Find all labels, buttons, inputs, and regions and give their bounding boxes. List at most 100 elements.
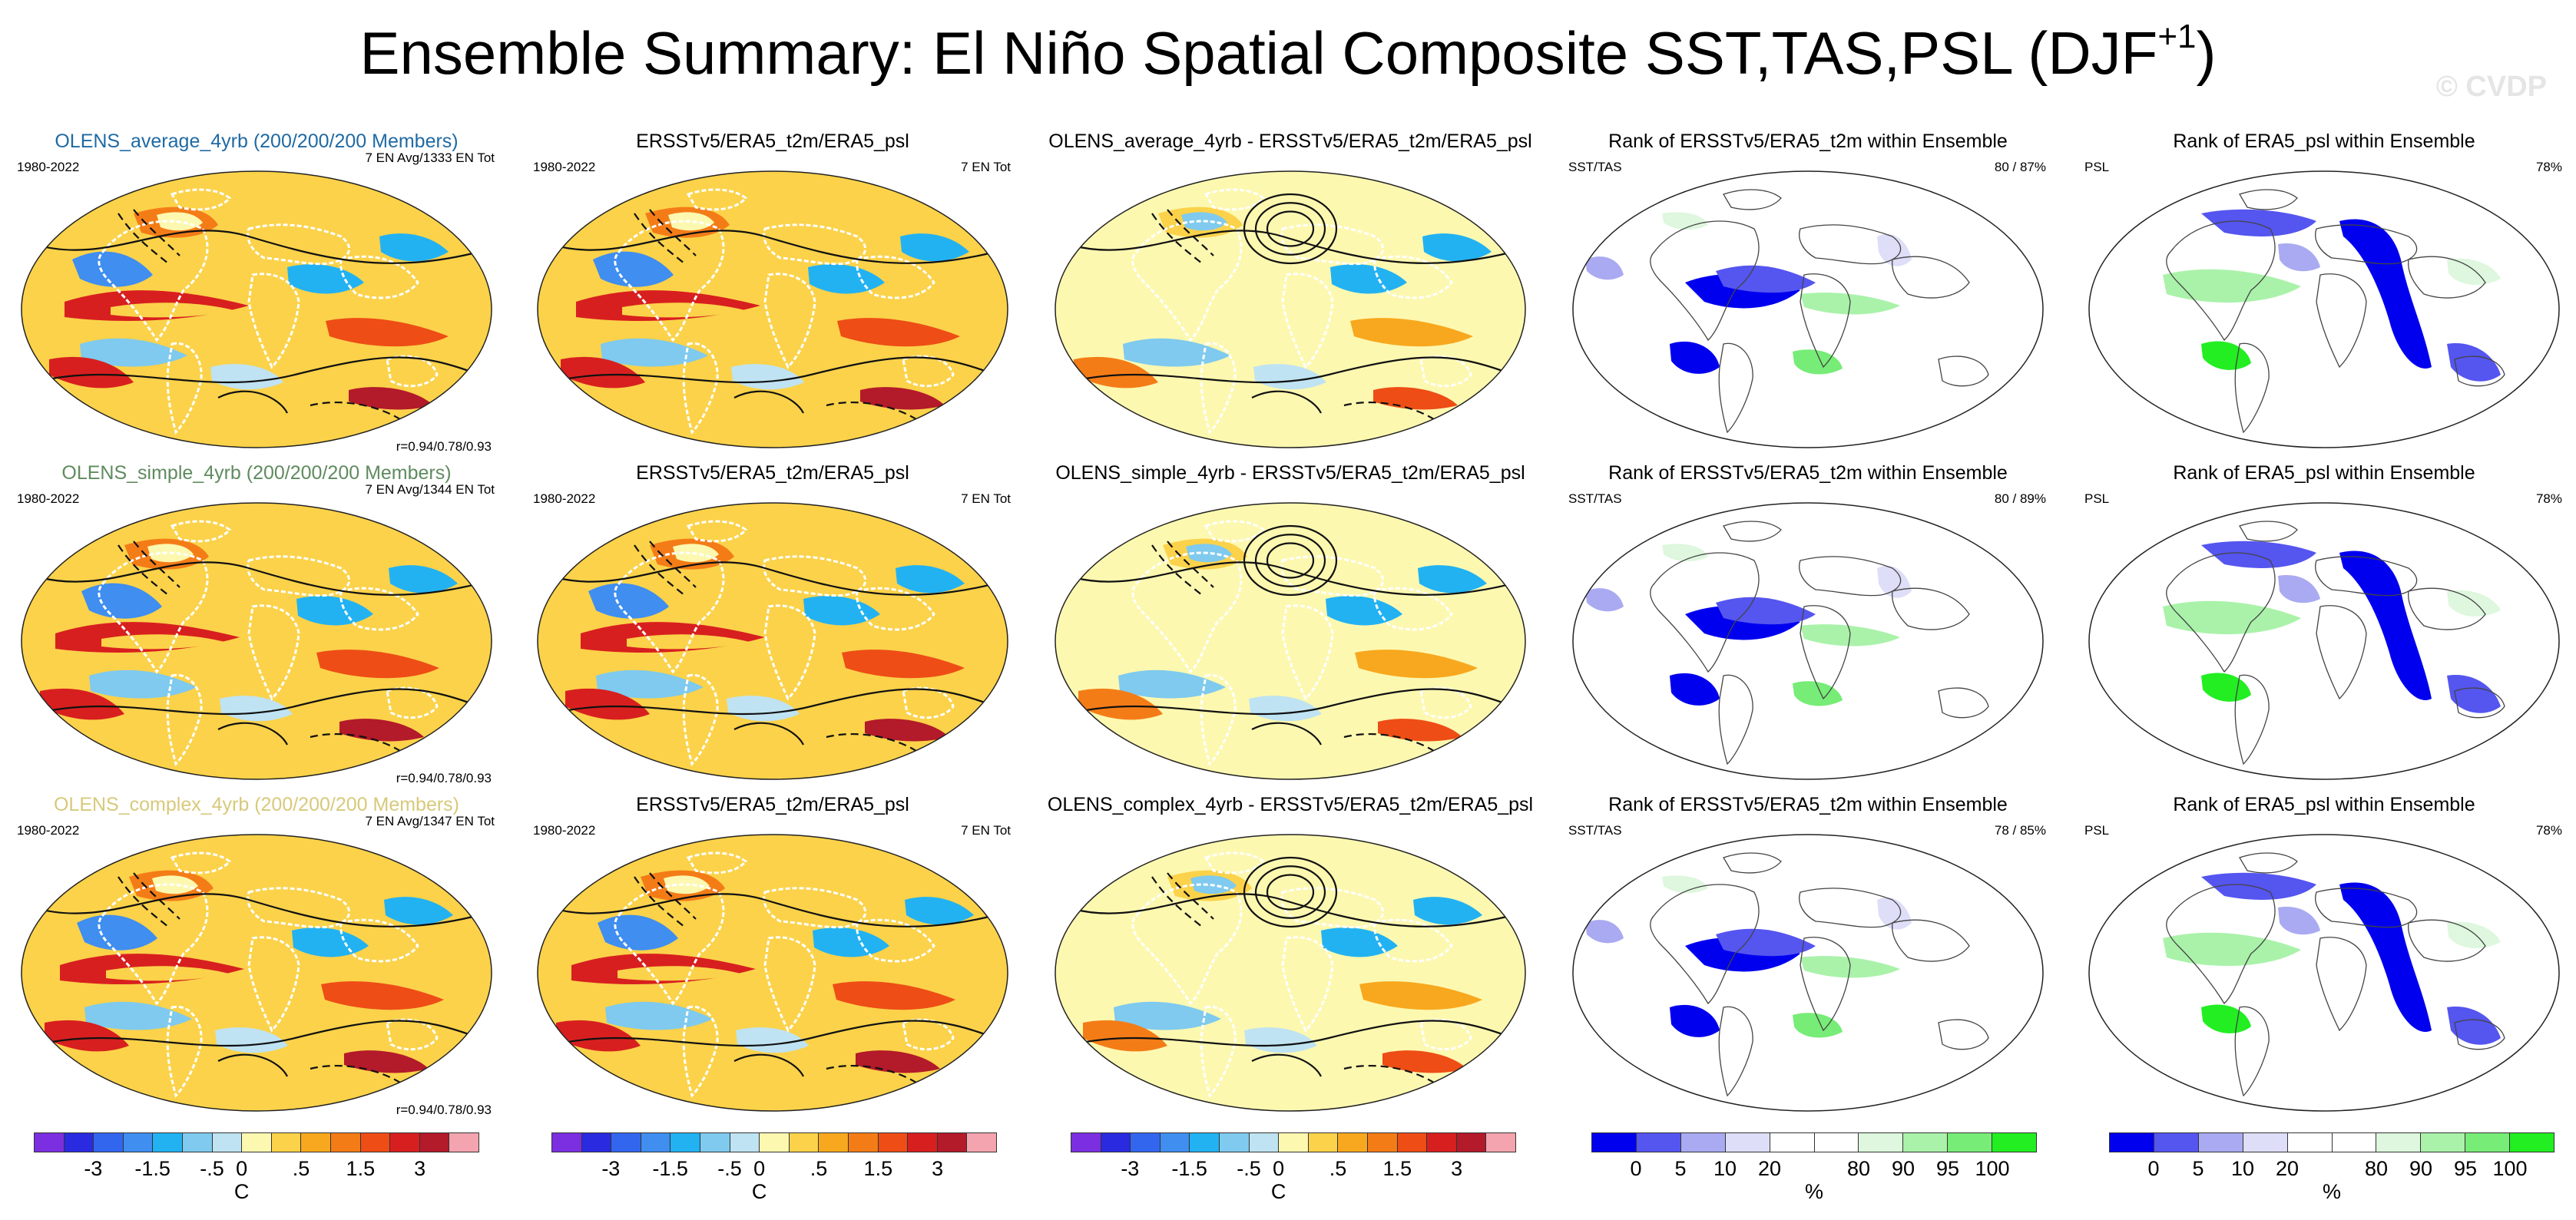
colorbar-tick-label: -1.5	[134, 1157, 171, 1180]
coastline	[1650, 884, 1760, 1005]
coastline	[2408, 919, 2486, 962]
coastline	[247, 223, 351, 266]
colorbar-swatch	[1486, 1133, 1515, 1152]
colorbar-tick-label: .5	[1329, 1157, 1347, 1180]
map-panel-r3-c2: ERSSTv5/ERA5_t2m/ERA5_psl 1980-2022 7 EN T…	[527, 794, 1018, 1124]
map-border	[21, 834, 492, 1112]
warm-anomaly-region	[1074, 356, 1158, 388]
coastline	[386, 1018, 439, 1051]
colorbar-swatch	[35, 1133, 65, 1152]
coastline	[339, 918, 419, 963]
colorbar-tick-label: 0	[1630, 1157, 1642, 1180]
low-rank-region	[1716, 928, 1816, 957]
coastline	[1131, 883, 1243, 1006]
coastline	[1938, 355, 1989, 387]
psl-contour	[549, 230, 996, 264]
coastline	[247, 555, 351, 597]
map-border	[1572, 834, 2044, 1112]
colorbar-swatch	[1397, 1133, 1428, 1152]
coastline	[247, 887, 351, 929]
coastline	[2239, 521, 2298, 542]
coastline	[1373, 255, 1453, 299]
low-rank-region	[1877, 897, 1912, 930]
low-rank-region	[1716, 265, 1816, 293]
map-border	[1055, 834, 1526, 1112]
cool-anomaly-region	[220, 696, 293, 722]
low-rank-region	[1716, 597, 1816, 625]
low-rank-region	[2201, 872, 2316, 900]
rank-colorbar: 0 5 10 20 80 90 95 100%	[1591, 1132, 2037, 1205]
panel-right-label: 7 EN Avg/1347 EN Tot	[365, 814, 495, 828]
panel-title: OLENS_complex_4yrb (200/200/200 Members)	[53, 794, 460, 815]
rank-colorbar: 0 5 10 20 80 90 95 100%	[2109, 1132, 2554, 1205]
coastline	[2454, 687, 2505, 719]
cool-anomaly-region	[803, 596, 880, 626]
coastline	[1799, 556, 1902, 597]
robinson-map	[537, 170, 1008, 448]
warm-anomaly-region	[49, 356, 134, 388]
colorbar-tick-label: 5	[1674, 1157, 1687, 1180]
psl-contour	[133, 209, 180, 256]
coastline	[1200, 673, 1237, 766]
robinson-map	[1572, 170, 2044, 448]
colorbar-tick-label: 10	[1713, 1157, 1737, 1180]
colorbar-tick-label: 95	[1935, 1157, 1960, 1180]
psl-contour	[1167, 209, 1214, 256]
colorbar-tick-label: 80	[2364, 1157, 2389, 1180]
colorbar-swatch	[1071, 1133, 1101, 1152]
low-rank-region	[2339, 550, 2432, 700]
coastline	[1718, 342, 1753, 434]
coastline	[247, 936, 300, 1033]
colorbar-swatch	[271, 1133, 302, 1152]
coastline	[2315, 888, 2418, 928]
colorbar-tick-label: 90	[2409, 1157, 2433, 1180]
map-panel-r1-c3: OLENS_average_4yrb - ERSSTv5/ERA5_t2m/ER…	[1045, 131, 1536, 461]
colorbar-swatch	[1160, 1133, 1190, 1152]
coastline	[247, 604, 300, 701]
psl-contour	[1067, 688, 1514, 716]
warm-anomaly-region	[316, 650, 439, 679]
psl-contour	[1151, 544, 1203, 596]
psl-contour	[1067, 230, 1514, 264]
coastline	[763, 887, 867, 929]
high-rank-region	[1793, 681, 1843, 706]
pattern-correlation-label: r=0.94/0.78/0.93	[396, 771, 492, 785]
coastline	[856, 255, 935, 299]
warm-anomaly-region	[344, 1050, 429, 1073]
colorbar-swatch	[1903, 1133, 1949, 1152]
colorbar-swatch	[1131, 1133, 1161, 1152]
coastline	[614, 220, 725, 342]
coastline	[763, 223, 867, 266]
high-rank-region	[1662, 875, 1708, 894]
cool-anomaly-region	[596, 670, 704, 699]
high-rank-region	[2447, 590, 2501, 617]
colorbar-swatch	[730, 1133, 760, 1152]
low-rank-region	[1585, 588, 1624, 612]
robinson-map	[1055, 170, 1526, 448]
colorbar-swatch	[94, 1133, 124, 1152]
psl-contour	[1251, 722, 1322, 746]
pattern-correlation-label: r=0.94/0.78/0.93	[396, 439, 492, 454]
map-panel-r2-c5: Rank of ERA5_psl within Ensemble PSL 78%	[2078, 462, 2570, 792]
colorbar-tick-label: 100	[1975, 1157, 2010, 1180]
colorbar-tick-label: 80	[1846, 1157, 1871, 1180]
psl-contour	[549, 561, 996, 596]
coastline	[1800, 273, 1851, 369]
coastline	[1718, 674, 1753, 765]
coastline	[763, 273, 816, 369]
psl-contour	[826, 401, 919, 422]
colorbar-swatch	[789, 1133, 819, 1152]
low-rank-region	[1585, 920, 1624, 944]
coastline	[1200, 342, 1237, 435]
coastline	[1419, 355, 1472, 388]
cool-anomaly-region	[598, 914, 678, 951]
warm-anomaly-region	[1355, 650, 1478, 679]
colorbar-tick-label: 3	[414, 1157, 426, 1180]
coastline	[1280, 887, 1385, 929]
psl-contour	[33, 893, 480, 927]
warm-anomaly-region	[627, 634, 750, 650]
colorbar-swatch	[848, 1133, 879, 1152]
psl-contour	[1343, 401, 1437, 422]
cool-anomaly-region	[1123, 338, 1230, 367]
warm-anomaly-region	[556, 1020, 641, 1052]
